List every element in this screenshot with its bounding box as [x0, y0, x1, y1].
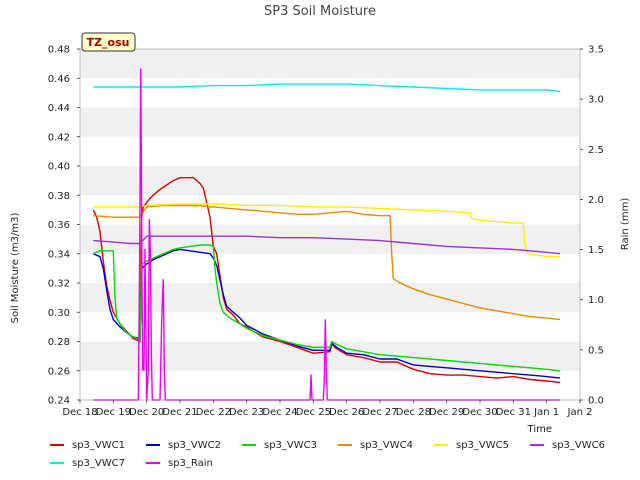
- x-tick-label: Dec 24: [262, 407, 297, 418]
- y-tick-label: 0.34: [48, 249, 70, 260]
- grid-band: [80, 136, 580, 166]
- legend-label: sp3_VWC7: [72, 457, 125, 469]
- badge-label: TZ_osu: [87, 36, 130, 49]
- x-tick-label: Dec 25: [296, 407, 331, 418]
- x-tick-label: Dec 22: [196, 407, 231, 418]
- x-tick-label: Jan 1: [533, 407, 559, 418]
- legend-label: sp3_VWC3: [264, 439, 317, 451]
- y-tick-label: 0.32: [48, 279, 70, 290]
- series-line-sp3-vwc7: [93, 83, 561, 93]
- x-tick-label: Dec 19: [96, 407, 131, 418]
- y2-axis-label: Rain (mm): [620, 198, 631, 251]
- y-tick-label: 0.40: [48, 162, 70, 173]
- x-tick-label: Dec 30: [462, 407, 497, 418]
- legend-item: sp3_VWC7: [50, 458, 146, 469]
- legend-row: sp3_VWC7 sp3_Rain: [50, 454, 630, 472]
- grid-band: [80, 253, 580, 283]
- y-tick-label: 0.28: [48, 337, 70, 348]
- series-line-sp3-vwc5: [93, 203, 560, 258]
- legend-item: sp3_VWC3: [242, 440, 338, 451]
- y-axis-label: Soil Moisture (m3/m3): [10, 213, 21, 324]
- y-tick-label: 0.36: [48, 220, 70, 231]
- y-tick-label: 0.42: [48, 132, 70, 143]
- legend-swatch: [50, 462, 64, 464]
- legend-label: sp3_Rain: [168, 457, 213, 469]
- y2-tick-label: 0.0: [588, 396, 604, 407]
- grid-band: [80, 370, 580, 400]
- y-tick-label: 0.30: [48, 308, 70, 319]
- legend-swatch: [146, 444, 160, 446]
- legend-swatch: [338, 444, 352, 446]
- y2-axis-ticks: 0.0 0.5 1.0 1.5 2.0 2.5 3.0 3.5: [580, 45, 604, 407]
- y-tick-label: 0.46: [48, 74, 70, 85]
- series-line-sp3-vwc6: [93, 235, 561, 255]
- legend-label: sp3_VWC4: [360, 439, 413, 451]
- y2-tick-label: 1.5: [588, 245, 604, 256]
- legend-swatch: [434, 444, 448, 446]
- y-tick-label: 0.44: [48, 103, 70, 114]
- series-layer: [92, 68, 561, 401]
- legend-item: sp3_VWC6: [530, 440, 626, 451]
- legend-item: sp3_VWC5: [434, 440, 530, 451]
- x-tick-label: Dec 20: [129, 407, 164, 418]
- series-line-sp3-vwc4: [93, 204, 561, 321]
- y-tick-label: 0.24: [48, 396, 70, 407]
- y-tick-label: 0.26: [48, 366, 70, 377]
- x-tick-label: Dec 27: [362, 407, 397, 418]
- x-tick-label: Dec 23: [229, 407, 264, 418]
- x-tick-label: Dec 18: [62, 407, 97, 418]
- x-tick-label: Dec 28: [396, 407, 431, 418]
- y2-tick-label: 3.5: [588, 45, 604, 56]
- legend-swatch: [50, 444, 64, 446]
- legend-swatch: [530, 444, 544, 446]
- y-tick-label: 0.38: [48, 191, 70, 202]
- x-tick-label: Dec 29: [429, 407, 464, 418]
- x-tick-label: Jan 2: [567, 407, 593, 418]
- x-axis-label: Time: [527, 424, 552, 435]
- y2-tick-label: 3.0: [588, 95, 604, 106]
- series-line-sp3-vwc3: [93, 244, 561, 372]
- legend-item: sp3_Rain: [146, 458, 242, 469]
- plot-background: [80, 49, 580, 400]
- chart-title: SP3 Soil Moisture: [264, 4, 376, 19]
- grid-band: [80, 78, 580, 108]
- legend-row: sp3_VWC1 sp3_VWC2 sp3_VWC3 sp3_VWC4 sp3_VWC5…: [50, 436, 630, 454]
- legend-swatch: [146, 462, 160, 464]
- legend-label: sp3_VWC6: [552, 439, 605, 451]
- y2-tick-label: 2.0: [588, 195, 604, 206]
- x-tick-label: Dec 31: [496, 407, 531, 418]
- x-tick-label: Dec 21: [162, 407, 197, 418]
- y2-tick-label: 2.5: [588, 145, 604, 156]
- grid-band: [80, 312, 580, 342]
- legend-item: sp3_VWC2: [146, 440, 242, 451]
- x-tick-label: Dec 26: [329, 407, 364, 418]
- y-axis-ticks: 0.24 0.26 0.28 0.30 0.32 0.34 0.36 0.38 0.40 0.42…: [48, 45, 80, 407]
- grid-band: [80, 166, 580, 196]
- legend-item: sp3_VWC4: [338, 440, 434, 451]
- legend-label: sp3_VWC2: [168, 439, 221, 451]
- tz-badge: TZ_osu: [81, 32, 136, 52]
- y2-tick-label: 0.5: [588, 345, 604, 356]
- grid-band: [80, 283, 580, 313]
- grid-band: [80, 107, 580, 137]
- grid-band: [80, 195, 580, 225]
- y2-tick-label: 1.0: [588, 295, 604, 306]
- legend-swatch: [242, 444, 256, 446]
- grid-band: [80, 49, 580, 79]
- y-tick-label: 0.48: [48, 45, 70, 56]
- legend-label: sp3_VWC1: [72, 439, 125, 451]
- legend: sp3_VWC1 sp3_VWC2 sp3_VWC3 sp3_VWC4 sp3_VWC5…: [50, 436, 630, 472]
- legend-label: sp3_VWC5: [456, 439, 509, 451]
- legend-item: sp3_VWC1: [50, 440, 146, 451]
- series-line-sp3-vwc1: [92, 177, 561, 384]
